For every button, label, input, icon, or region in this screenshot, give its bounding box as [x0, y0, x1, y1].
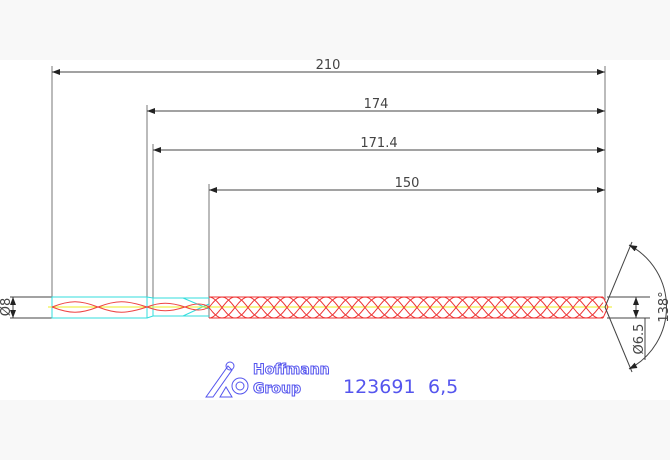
- flute-helix: [208, 296, 604, 319]
- logo-text-group: Group: [253, 381, 301, 397]
- dim-210: 210: [316, 58, 341, 73]
- dim-drill-diameter: Ø6.5: [632, 324, 647, 355]
- logo-text-hoffmann: Hoffmann: [253, 362, 330, 378]
- dim-shank-diameter: Ø8: [0, 298, 14, 317]
- article-number: 123691: [343, 376, 416, 398]
- flute-helix: [208, 296, 604, 319]
- extension-lines: [51, 66, 606, 318]
- drill-diameter-dimension: [607, 296, 650, 360]
- drawing-sheet: [0, 60, 670, 400]
- dim-174: 174: [364, 97, 389, 112]
- article-size: 6,5: [428, 376, 458, 398]
- drill-flutes: [208, 296, 604, 319]
- drill-tip: [602, 296, 609, 319]
- hoffmann-logo: [205, 361, 249, 398]
- flute-helix: [208, 296, 604, 319]
- shank-twist-lines: [51, 301, 210, 313]
- dim-150: 150: [395, 176, 420, 191]
- shank-diameter-dimension: [10, 296, 52, 319]
- dim-point-angle: 138°: [657, 291, 670, 322]
- flute-helix: [208, 296, 604, 319]
- dim-171-4: 171.4: [360, 136, 397, 151]
